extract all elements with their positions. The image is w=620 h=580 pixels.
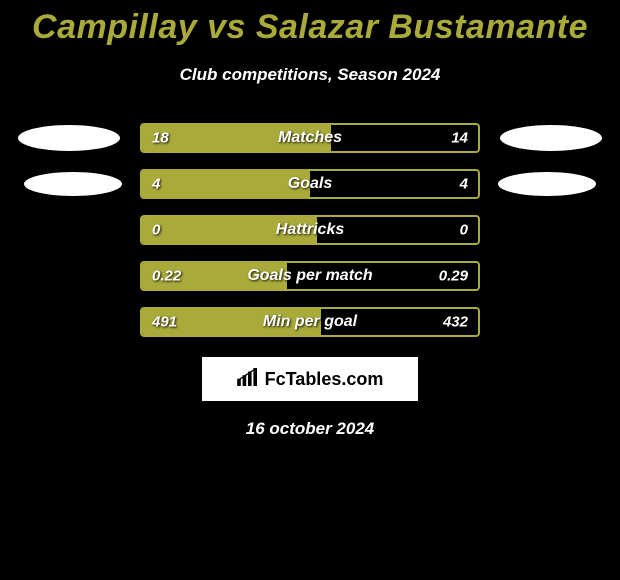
date-label: 16 october 2024 [0,419,620,439]
player-right-ellipse [500,125,602,151]
chart-icon [237,368,259,391]
stat-bar: 0.22 Goals per match 0.29 [140,261,480,291]
stat-label: Goals [288,175,332,193]
stat-bar: 18 Matches 14 [140,123,480,153]
stat-right-value: 14 [451,130,468,147]
stat-row: 491 Min per goal 432 [0,307,620,337]
stat-bar-fill [142,171,310,197]
stat-row: 18 Matches 14 [0,123,620,153]
stat-row: 0.22 Goals per match 0.29 [0,261,620,291]
stat-left-value: 18 [152,130,169,147]
stat-left-value: 0.22 [152,268,181,285]
stat-bar: 0 Hattricks 0 [140,215,480,245]
page-title: Campillay vs Salazar Bustamante [0,0,620,47]
stat-right-value: 4 [460,176,468,193]
player-left-ellipse [18,125,120,151]
stat-label: Matches [278,129,342,147]
stat-row: 0 Hattricks 0 [0,215,620,245]
stat-left-value: 491 [152,314,177,331]
stat-left-value: 4 [152,176,160,193]
stat-right-value: 0 [460,222,468,239]
stat-right-value: 432 [443,314,468,331]
stat-bar: 491 Min per goal 432 [140,307,480,337]
stats-rows: 18 Matches 14 4 Goals 4 0 Hattricks 0 [0,123,620,337]
stat-bar: 4 Goals 4 [140,169,480,199]
brand-label: FcTables.com [265,369,384,390]
player-left-ellipse [24,172,122,196]
stat-left-value: 0 [152,222,160,239]
stat-label: Hattricks [276,221,344,239]
stat-right-value: 0.29 [439,268,468,285]
subtitle: Club competitions, Season 2024 [0,65,620,85]
stat-label: Goals per match [247,267,372,285]
stat-label: Min per goal [263,313,357,331]
player-right-ellipse [498,172,596,196]
brand-box: FcTables.com [202,357,418,401]
stat-row: 4 Goals 4 [0,169,620,199]
